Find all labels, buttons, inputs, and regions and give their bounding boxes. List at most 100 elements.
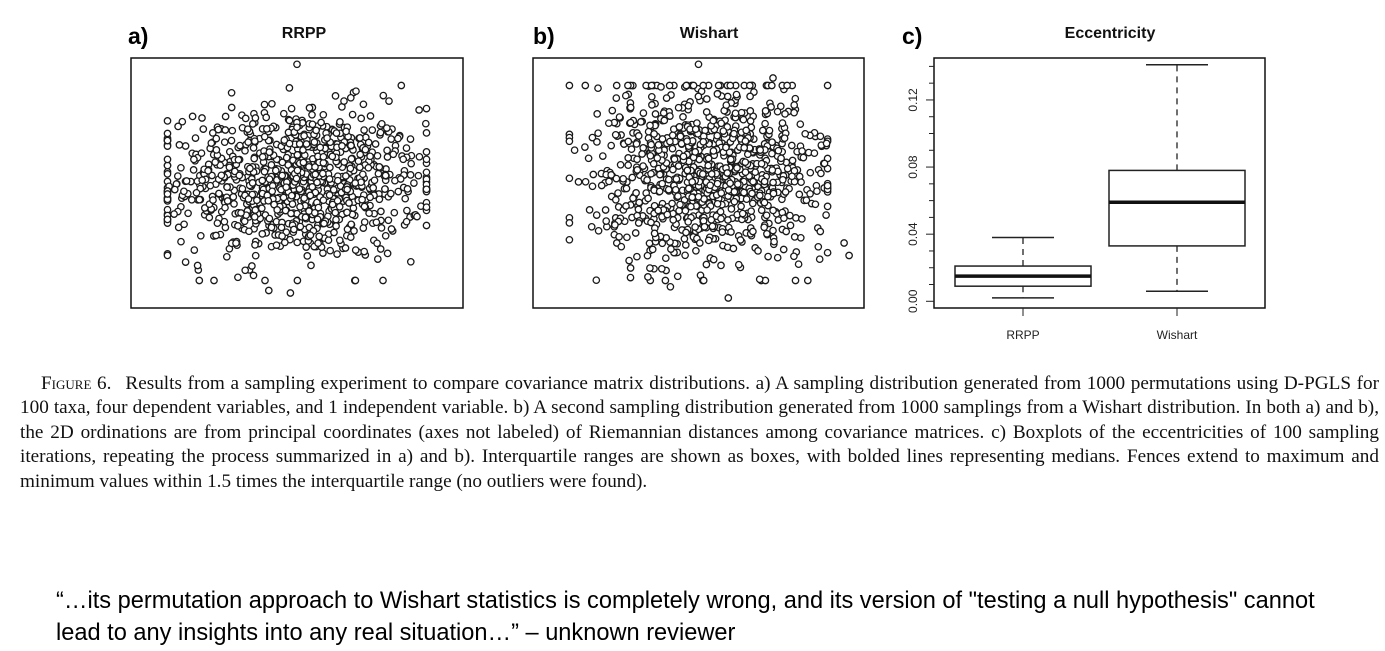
scatter-point	[683, 166, 692, 175]
scatter-point	[717, 261, 725, 270]
scatter-point	[783, 164, 792, 173]
scatter-point	[713, 199, 722, 208]
scatter-point	[679, 152, 688, 161]
scatter-point	[717, 189, 726, 197]
scatter-point	[399, 155, 408, 164]
scatter-point	[700, 222, 709, 231]
scatter-point	[394, 134, 402, 143]
scatter-point	[360, 247, 369, 256]
scatter-point	[747, 207, 756, 216]
scatter-point	[198, 114, 206, 122]
scatter-point	[222, 252, 231, 261]
scatter-point	[406, 257, 415, 266]
scatter-point	[370, 176, 379, 185]
scatter-point	[597, 181, 606, 190]
scatter-point	[184, 209, 192, 218]
scatter-point	[574, 178, 583, 186]
scatter-point	[822, 139, 831, 148]
scatter-point	[688, 178, 697, 186]
scatter-point	[693, 119, 701, 127]
scatter-point	[648, 101, 656, 109]
scatter-point	[646, 151, 655, 160]
scatter-point	[260, 132, 269, 141]
scatter-point	[248, 120, 257, 128]
scatter-point	[670, 155, 679, 164]
scatter-point	[845, 251, 853, 260]
scatter-point	[199, 125, 208, 133]
scatter-point	[287, 209, 295, 218]
scatter-point	[671, 185, 680, 194]
scatter-point	[565, 174, 574, 183]
scatter-point	[656, 170, 664, 179]
scatter-point	[664, 175, 673, 184]
scatter-point	[422, 168, 431, 177]
scatter-point	[723, 92, 732, 101]
scatter-point	[718, 228, 727, 236]
figure-caption-label: Figure 6.	[41, 373, 112, 394]
scatter-point	[734, 260, 743, 269]
scatter-point	[730, 187, 739, 196]
scatter-point	[588, 182, 597, 191]
scatter-point	[623, 233, 631, 242]
scatter-point	[221, 126, 230, 134]
scatter-point	[163, 155, 172, 164]
scatter-point	[643, 176, 651, 184]
scatter-point	[422, 221, 431, 230]
scatter-point	[646, 264, 654, 272]
scatter-point	[565, 137, 574, 146]
scatter-point	[350, 227, 358, 235]
scatter-point	[581, 143, 589, 151]
scatter-point	[163, 117, 172, 125]
scatter-point	[669, 216, 678, 224]
scatter-point	[629, 194, 637, 203]
scatter-point	[794, 260, 803, 269]
scatter-point	[702, 260, 711, 269]
scatter-point	[666, 112, 674, 120]
scatter-point	[336, 118, 344, 126]
scatter-point	[308, 120, 317, 129]
scatter-point	[205, 213, 214, 222]
scatter-point	[622, 184, 631, 193]
scatter-point	[719, 127, 728, 135]
scatter-point	[311, 163, 319, 171]
scatter-point	[684, 101, 693, 110]
scatter-point	[329, 185, 338, 194]
scatter-point	[390, 208, 399, 217]
scatter-point	[795, 190, 804, 199]
scatter-point	[178, 117, 187, 126]
scatter-point	[764, 252, 772, 261]
scatter-point	[268, 99, 276, 108]
scatter-point	[637, 118, 645, 126]
scatter-point	[227, 103, 236, 112]
scatter-point	[326, 163, 334, 172]
scatter-point	[387, 135, 396, 143]
scatter-point	[347, 141, 355, 150]
scatter-point	[709, 147, 718, 155]
scatter-point	[221, 203, 229, 212]
scatter-point	[621, 91, 630, 100]
scatter-point	[758, 126, 767, 135]
scatter-point	[742, 126, 751, 135]
scatter-point	[651, 110, 660, 118]
scatter-point	[684, 218, 693, 226]
scatter-point	[383, 146, 391, 155]
scatter-point	[414, 171, 423, 180]
scatter-point	[343, 208, 351, 217]
scatter-point	[682, 228, 690, 237]
scatter-point	[707, 215, 716, 224]
scatter-point	[780, 134, 789, 143]
scatter-point	[722, 101, 731, 110]
scatter-point	[223, 197, 232, 205]
scatter-point	[769, 189, 778, 198]
scatter-point	[691, 223, 699, 231]
scatter-point	[330, 228, 338, 237]
panel-c: c) Eccentricity 0.00 0.04 0.08 0.12 RRPP Wish…	[902, 23, 1266, 342]
panel-a-plot-frame	[130, 57, 464, 309]
scatter-point	[253, 196, 261, 205]
scatter-point	[366, 112, 375, 120]
scatter-point	[333, 176, 342, 185]
scatter-point	[714, 81, 723, 90]
scatter-point	[310, 138, 319, 146]
scatter-point	[598, 152, 607, 160]
reviewer-quote: “…its permutation approach to Wishart st…	[56, 588, 1315, 646]
